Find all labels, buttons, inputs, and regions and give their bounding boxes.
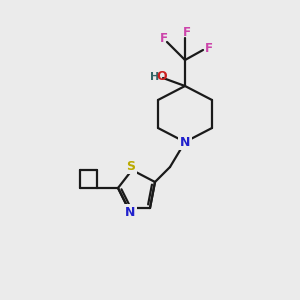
Text: O: O (157, 70, 167, 83)
Text: N: N (125, 206, 135, 218)
Text: S: S (127, 160, 136, 172)
Text: F: F (160, 32, 168, 44)
Text: F: F (205, 43, 213, 56)
Text: H: H (150, 72, 160, 82)
Text: N: N (180, 136, 190, 148)
Text: F: F (183, 26, 191, 40)
